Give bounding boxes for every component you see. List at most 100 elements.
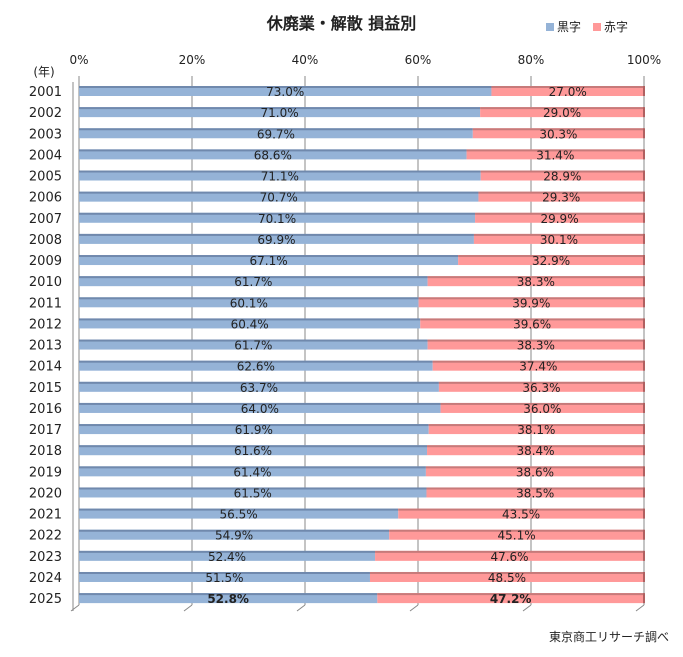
bar-segment-top-edge [79, 128, 473, 131]
data-label: 64.0% [241, 402, 279, 416]
data-label: 47.2% [490, 592, 532, 606]
bar-segment [79, 339, 428, 350]
bar-segment-top-edge [79, 360, 433, 363]
y-tick-label: 2018 [29, 444, 62, 459]
y-tick-label: 2015 [29, 381, 62, 396]
bar-end-cap [643, 233, 645, 244]
x-tick-label: 100% [627, 53, 661, 67]
bar-segment [426, 487, 644, 498]
data-label: 73.0% [266, 85, 304, 99]
bar-segment [466, 149, 644, 160]
bar-segment [473, 233, 644, 244]
bar-segment-top-edge [458, 255, 644, 258]
data-label: 29.3% [542, 191, 580, 205]
bar-segment-top-edge [440, 402, 644, 405]
data-label: 39.6% [513, 317, 551, 331]
data-label: 32.9% [532, 254, 570, 268]
bar-segment [79, 170, 481, 181]
bar-segment-top-edge [491, 86, 644, 88]
data-label: 38.1% [517, 423, 555, 437]
bar-segment [79, 86, 492, 96]
bar-segment-top-edge [480, 170, 644, 173]
bar-segment [475, 212, 644, 223]
bar-end-cap [643, 402, 645, 413]
bar-segment-top-edge [79, 149, 467, 152]
bar-segment-top-edge [428, 424, 644, 427]
gridline-3d-edge [522, 604, 532, 612]
y-tick-label: 2009 [29, 254, 62, 269]
bar-end-cap [643, 86, 645, 96]
bar-segment [375, 550, 644, 561]
bar-segment-top-edge [418, 297, 644, 300]
data-label: 71.0% [261, 106, 299, 120]
bar-segment-top-edge [475, 212, 644, 215]
y-tick-label: 2007 [29, 212, 62, 227]
y-axis-unit-label: (年) [33, 65, 54, 79]
bar-segment-top-edge [438, 381, 644, 384]
bar-segment [427, 276, 644, 287]
bar-segment-top-edge [79, 170, 481, 173]
bar-segment [420, 318, 644, 329]
bar-segment-top-edge [478, 191, 644, 194]
legend-label-loss: 赤字 [604, 20, 629, 34]
data-label: 38.3% [517, 339, 555, 353]
data-label: 36.0% [523, 402, 561, 416]
gridline-3d-edge [70, 604, 80, 612]
bar-segment-top-edge [79, 529, 390, 532]
bar-segment [418, 297, 644, 308]
y-tick-label: 2006 [29, 191, 62, 206]
bar-segment [79, 529, 390, 540]
bar-segment-top-edge [79, 508, 399, 511]
bar-segment-top-edge [79, 339, 428, 342]
bar-segment-top-edge [432, 360, 644, 363]
legend: 黒字 赤字 [546, 18, 628, 35]
bar-segment [79, 233, 474, 244]
bar-segment [432, 360, 644, 371]
bar-end-cap [643, 107, 645, 118]
bar-segment [79, 402, 441, 413]
bar-segment-top-edge [389, 529, 644, 532]
bar-end-cap [643, 339, 645, 350]
y-tick-label: 2010 [29, 275, 62, 290]
bar-segment-top-edge [427, 339, 644, 342]
bar-segment [425, 466, 644, 477]
bar-segment [458, 255, 644, 266]
bar-segment [428, 424, 644, 435]
bar-segment-top-edge [79, 593, 378, 596]
bar-segment [478, 191, 644, 202]
y-tick-label: 2001 [29, 85, 62, 100]
bar-segment [79, 318, 421, 329]
bar-segment [79, 191, 479, 202]
data-label: 43.5% [502, 508, 540, 522]
data-label: 29.9% [540, 212, 578, 226]
y-tick-label: 2011 [29, 296, 62, 311]
bar-segment-top-edge [79, 318, 421, 321]
x-tick-label: 80% [518, 53, 545, 67]
chart-title: 休廃業・解散 損益別 [266, 14, 417, 33]
data-label: 54.9% [215, 529, 253, 543]
bar-segment-top-edge [79, 550, 376, 553]
bar-segment [79, 360, 433, 371]
data-label: 28.9% [543, 170, 581, 184]
data-label: 69.7% [257, 127, 295, 141]
data-label: 70.1% [258, 212, 296, 226]
data-label: 69.9% [257, 233, 295, 247]
bar-segment-top-edge [377, 593, 644, 596]
legend-item-loss: 赤字 [593, 18, 628, 35]
bar-segment-top-edge [375, 550, 644, 553]
gridline-3d-edge [635, 604, 645, 612]
gridline-3d-edge [409, 604, 419, 612]
x-tick-label: 60% [405, 53, 432, 67]
bar-segment [480, 107, 644, 118]
bar-segment-top-edge [79, 297, 419, 300]
y-tick-label: 2003 [29, 127, 62, 142]
data-label: 31.4% [536, 148, 574, 162]
bar-segment [79, 508, 399, 519]
data-label: 62.6% [237, 360, 275, 374]
data-label: 61.7% [234, 339, 272, 353]
bar-segment [79, 550, 376, 561]
y-tick-label: 2019 [29, 465, 62, 480]
data-label: 30.3% [539, 127, 577, 141]
bar-segment-top-edge [480, 107, 644, 110]
